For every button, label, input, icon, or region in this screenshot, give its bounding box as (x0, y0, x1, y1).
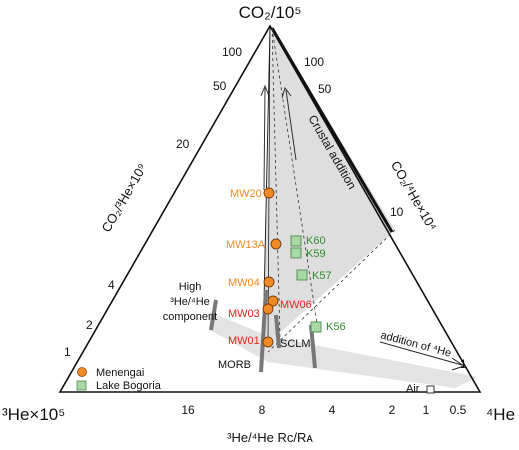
apex-left-label: ³He×10⁵ (2, 405, 65, 424)
high-he-label: High (179, 281, 202, 293)
high-he-label: ³He/⁴He (170, 296, 210, 308)
bottom-tick: 0.5 (450, 403, 467, 417)
mixing-line-mid (267, 27, 271, 346)
bottom-tick: 16 (181, 403, 195, 417)
left-tick: 50 (213, 79, 227, 93)
data-point-k60 (290, 235, 302, 247)
arrow-left (263, 87, 266, 191)
dashed-line-2 (271, 27, 319, 331)
point-label: MW04 (228, 277, 260, 289)
bottom-tick: 1 (423, 403, 430, 417)
data-point-k56 (310, 321, 322, 333)
bottom-tick: 8 (259, 403, 266, 417)
left-edge-label: CO₂/³He×10⁹ (98, 161, 149, 235)
top-tick: 100 (304, 55, 324, 69)
point-label: K59 (306, 248, 326, 260)
point-label: MW20 (230, 188, 262, 200)
air-label: Air (406, 383, 420, 395)
data-point-mw01 (262, 336, 274, 348)
data-point-mw13a (270, 238, 282, 250)
data-points (262, 187, 322, 348)
addition-arrow (379, 341, 463, 366)
point-label: K60 (306, 235, 326, 247)
data-point-mw20 (263, 187, 275, 199)
right-edge-label: CO₂/⁴He×10⁴ (388, 158, 440, 233)
left-tick: 4 (108, 278, 115, 292)
high-he-label: component (163, 311, 217, 323)
left-tick: 1 (64, 345, 71, 359)
bottom-edge-label: ³He/⁴He Rᴄ/Rᴀ (227, 430, 313, 445)
right-tick: 1 (460, 357, 467, 371)
point-label: K57 (312, 270, 332, 282)
right-tick: 10 (390, 205, 404, 219)
morb-label: MORB (218, 359, 251, 371)
left-tick: 20 (176, 137, 190, 151)
left-tick: 2 (86, 318, 93, 332)
dashed-line-1 (271, 27, 281, 339)
addition-arrow-head (451, 357, 466, 371)
arrow-right (285, 89, 297, 161)
morb-bar-left (259, 289, 268, 373)
legend-marker-bogoria (76, 380, 87, 391)
sclm-label: SCLM (280, 338, 311, 350)
point-label: MW01 (228, 335, 260, 347)
ternary-triangle (58, 24, 482, 393)
data-point-k57 (296, 269, 308, 281)
arrow-left-head (260, 84, 270, 97)
legend: Menengai Lake Bogoria (76, 367, 162, 392)
left-tick: 100 (222, 45, 242, 59)
top-tick: 50 (318, 82, 332, 96)
arrow-right-head (281, 86, 292, 99)
apex-top-label: CO₂/10⁵ (239, 3, 302, 22)
high-he-bar (209, 299, 218, 331)
apex-right-label: ⁴He (486, 405, 515, 424)
point-label: MW13A (226, 239, 266, 251)
data-labels: MW20 MW13A MW04 MW06 MW03 MW01 K60 K59 K… (226, 188, 346, 347)
data-point-mw06 (267, 295, 279, 307)
data-point-mw03 (262, 303, 274, 315)
data-point-mw04 (263, 276, 275, 288)
point-label: MW03 (228, 308, 260, 320)
crustal-edge-thick (270, 27, 394, 233)
point-label: MW06 (280, 299, 312, 311)
data-point-k59 (290, 247, 302, 259)
addition-he4-region (210, 312, 478, 388)
legend-label: Menengai (96, 367, 144, 379)
bottom-tick: 2 (389, 403, 396, 417)
bottom-tick: 4 (329, 403, 336, 417)
morb-bar-right (274, 314, 281, 349)
point-label: K56 (326, 321, 346, 333)
legend-label: Lake Bogoria (96, 380, 162, 392)
air-marker (426, 385, 435, 394)
crustal-addition-region (263, 28, 395, 348)
legend-marker-menengai (77, 367, 87, 377)
dashed-line-3 (267, 229, 396, 353)
